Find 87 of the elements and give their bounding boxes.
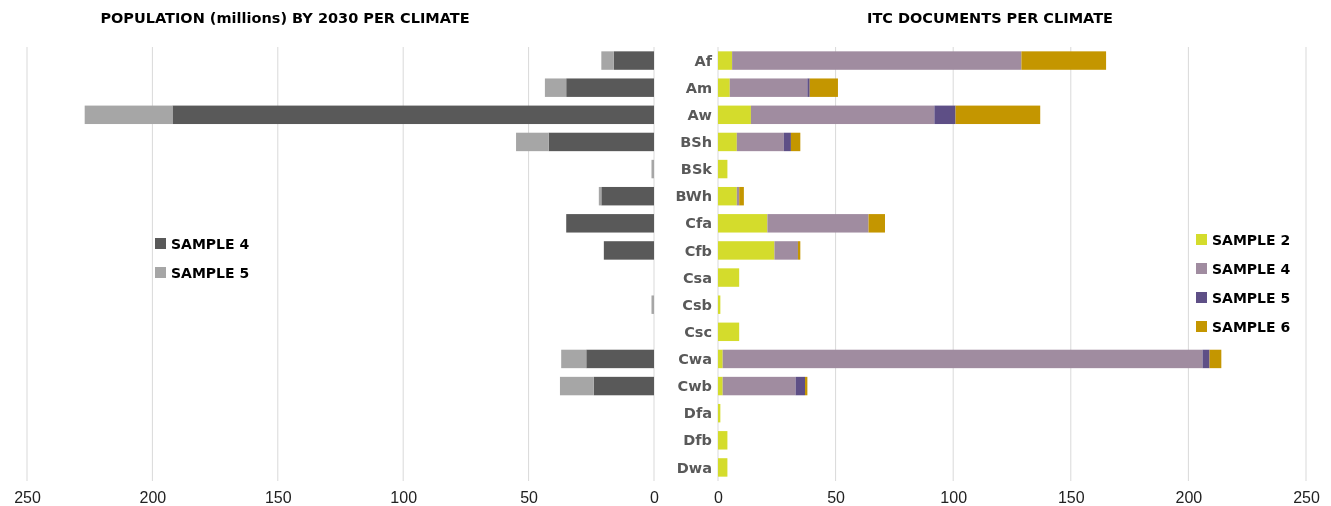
bar — [1209, 349, 1222, 369]
legend-label: SAMPLE 6 — [1212, 318, 1291, 335]
bar — [783, 132, 791, 152]
x-tick-label: 50 — [520, 489, 539, 506]
bar — [613, 51, 654, 70]
y-tick-label: Cfa — [685, 215, 712, 232]
y-tick-label: Am — [685, 79, 712, 96]
x-tick-label: 250 — [1293, 489, 1320, 506]
y-tick-label: Cwb — [677, 378, 712, 395]
bar — [795, 376, 806, 396]
bar — [718, 132, 737, 152]
bar — [722, 349, 1203, 369]
x-tick-label: 0 — [714, 489, 724, 506]
x-tick-label: 150 — [264, 489, 292, 506]
bar — [603, 241, 654, 260]
bar — [718, 186, 737, 206]
bar — [774, 241, 798, 260]
bar — [718, 51, 733, 70]
bar — [586, 349, 654, 369]
bar — [809, 78, 838, 97]
bar — [718, 268, 740, 287]
bar — [739, 186, 744, 206]
bar — [722, 376, 796, 396]
x-tick-label: 100 — [390, 489, 418, 506]
x-tick-label: 50 — [827, 489, 846, 506]
bar — [718, 78, 730, 97]
bar — [718, 159, 728, 179]
y-tick-label: BSk — [680, 161, 713, 178]
bar — [718, 241, 775, 260]
bar — [934, 105, 956, 125]
bar — [593, 376, 654, 396]
bar — [718, 458, 728, 477]
bar — [807, 78, 810, 97]
bar — [729, 78, 808, 97]
bar — [566, 214, 654, 233]
bar — [172, 105, 654, 125]
bar — [750, 105, 935, 125]
bar — [651, 159, 654, 179]
bar — [651, 295, 654, 314]
x-tick-label: 0 — [650, 489, 660, 506]
y-tick-label: BWh — [675, 188, 712, 205]
bar — [718, 105, 751, 125]
bar — [559, 376, 594, 396]
x-tick-label: 200 — [139, 489, 167, 506]
bar — [718, 431, 728, 450]
bar — [548, 132, 654, 152]
bar — [718, 214, 768, 233]
bar — [718, 376, 723, 396]
chart-title: POPULATION (millions) BY 2030 PER CLIMATE — [100, 10, 470, 26]
bar — [718, 349, 723, 369]
y-tick-label: Cfb — [684, 242, 712, 259]
legend-label: SAMPLE 2 — [1212, 231, 1291, 248]
bar — [1202, 349, 1210, 369]
legend-label: SAMPLE 4 — [1212, 260, 1291, 277]
y-tick-label: Csa — [682, 269, 712, 286]
y-tick-label: Csb — [682, 296, 712, 313]
bar — [1021, 51, 1107, 70]
y-tick-label: Dfb — [683, 432, 712, 449]
x-tick-label: 100 — [940, 489, 968, 506]
legend-label: SAMPLE 5 — [171, 264, 250, 281]
bar — [790, 132, 801, 152]
y-tick-label: Dwa — [676, 459, 712, 476]
legend-label: SAMPLE 4 — [171, 235, 250, 252]
y-tick-label: BSh — [680, 134, 712, 151]
bar — [601, 186, 654, 206]
bar — [544, 78, 567, 97]
bar — [566, 78, 654, 97]
y-tick-label: Dfa — [683, 405, 712, 422]
bar — [84, 105, 173, 125]
bar — [601, 51, 614, 70]
x-tick-label: 150 — [1057, 489, 1085, 506]
x-tick-label: 250 — [14, 489, 41, 506]
y-tick-label: Csc — [684, 323, 712, 340]
bar — [868, 214, 885, 233]
y-tick-label: Cwa — [678, 351, 712, 368]
y-tick-label: Aw — [687, 106, 712, 123]
bar — [732, 51, 1022, 70]
legend-label: SAMPLE 5 — [1212, 289, 1291, 306]
bar — [767, 214, 869, 233]
bar — [955, 105, 1041, 125]
x-tick-label: 200 — [1175, 489, 1203, 506]
bar — [516, 132, 549, 152]
bar — [718, 322, 740, 342]
y-tick-label: Af — [694, 52, 713, 69]
bar — [736, 132, 784, 152]
bar — [561, 349, 587, 369]
chart-title: ITC DOCUMENTS PER CLIMATE — [867, 10, 1113, 26]
